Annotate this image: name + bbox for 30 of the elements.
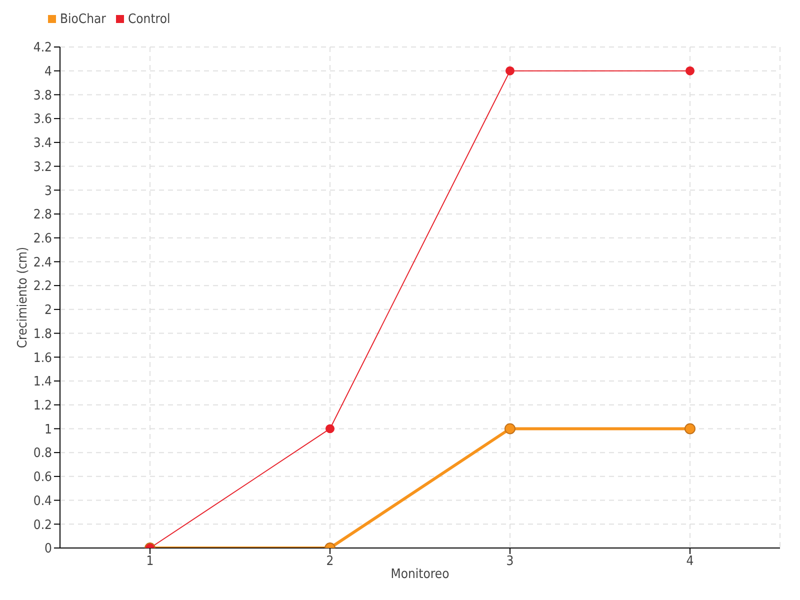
legend-label: BioChar [60, 12, 106, 27]
y-tick-label: 2.6 [33, 231, 52, 246]
y-tick-label: 4 [44, 64, 52, 80]
y-tick-label: 0.2 [33, 518, 52, 533]
y-tick-label: 3.2 [33, 160, 52, 175]
x-tick-label: 4 [686, 554, 694, 570]
y-tick-label: 2.4 [33, 255, 52, 270]
y-tick-label: 4.2 [33, 40, 52, 56]
y-tick-label: 1.2 [33, 398, 52, 414]
y-tick-label: 0 [44, 542, 52, 557]
y-axis-title: Crecimiento (cm) [16, 246, 31, 348]
y-tick-label: 2.8 [33, 208, 52, 223]
y-tick-label: 1 [44, 422, 52, 438]
y-tick-label: 1.4 [33, 374, 52, 390]
x-axis-title: Monitoreo [390, 567, 450, 582]
x-tick-label: 1 [146, 554, 154, 570]
y-tick-label: 3.4 [33, 136, 52, 152]
x-tick-label: 3 [506, 554, 514, 570]
y-tick-label: 1.6 [33, 350, 52, 366]
legend-label: Control [128, 12, 170, 27]
y-tick-label: 0.8 [33, 446, 52, 462]
y-tick-label: 3.8 [33, 88, 52, 104]
y-tick-label: 3 [44, 184, 52, 199]
y-tick-label: 3.6 [33, 112, 52, 128]
y-tick-label: 0.6 [33, 470, 52, 486]
y-tick-label: 0.4 [33, 494, 52, 509]
y-tick-label: 1.8 [33, 326, 52, 342]
y-tick-label: 2.2 [33, 279, 52, 294]
y-tick-label: 2 [44, 303, 52, 318]
x-tick-label: 2 [326, 554, 334, 570]
